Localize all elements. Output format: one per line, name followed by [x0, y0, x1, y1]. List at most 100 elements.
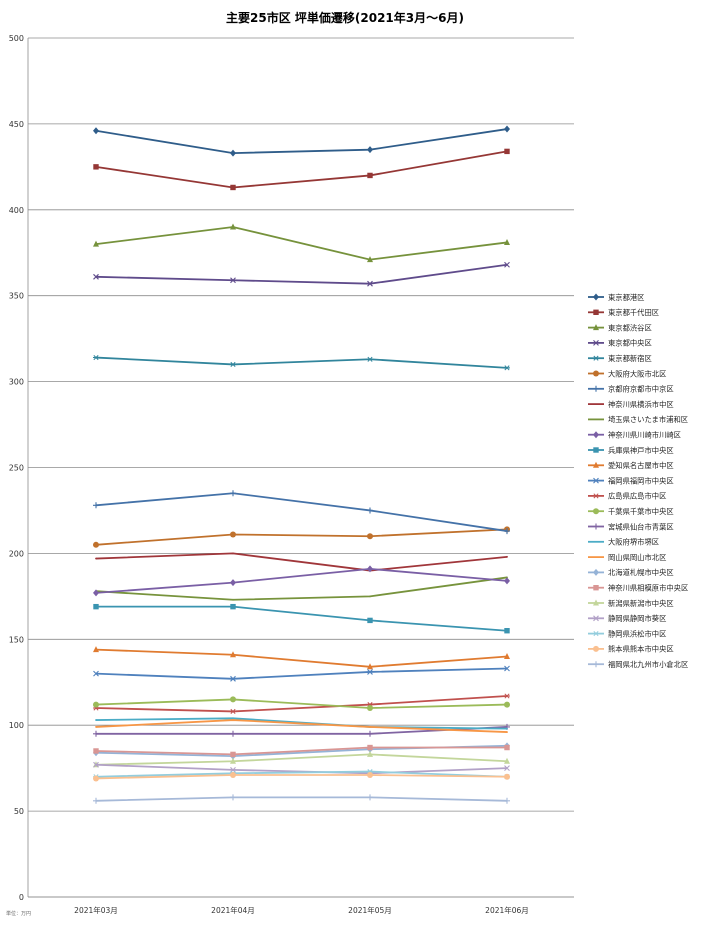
legend-item: 神奈川県川崎市川崎区 — [588, 431, 681, 440]
series-lines — [93, 125, 510, 804]
data-point — [93, 670, 99, 677]
legend-label: 福岡県福岡市中央区 — [608, 476, 674, 485]
data-point — [230, 579, 236, 587]
series-line — [95, 128, 508, 155]
legend-label: 東京都千代田区 — [608, 308, 659, 317]
data-point — [230, 675, 236, 682]
legend-marker — [593, 309, 599, 315]
legend-marker — [593, 340, 599, 346]
data-point — [504, 744, 510, 751]
y-tick-label: 300 — [9, 378, 24, 387]
series-24 — [93, 772, 510, 782]
legend-label: 千葉県千葉市中央区 — [608, 507, 674, 516]
data-point — [95, 557, 97, 560]
y-tick-label: 450 — [9, 120, 24, 129]
data-point — [367, 565, 373, 573]
data-point — [230, 772, 236, 779]
data-point — [504, 765, 510, 772]
data-point — [369, 726, 371, 728]
legend-label: 福岡県北九州市小倉北区 — [608, 660, 688, 669]
legend-label: 北海道札幌市中央区 — [608, 568, 674, 577]
data-point — [506, 555, 508, 558]
data-point — [367, 507, 373, 514]
data-point — [93, 164, 99, 170]
legend-label: 東京都新宿区 — [608, 354, 652, 363]
data-point — [93, 730, 99, 737]
legend-item: 東京都千代田区 — [588, 308, 659, 317]
legend-label: 埼玉県さいたま市浦和区 — [608, 415, 688, 424]
series-1 — [93, 125, 510, 157]
legend-item: 神奈川県相模原市中央区 — [588, 584, 688, 593]
data-point — [230, 149, 236, 157]
legend-item: 宮城県仙台市青葉区 — [588, 522, 674, 531]
data-point — [93, 589, 99, 597]
data-point — [367, 750, 373, 757]
data-point — [93, 797, 99, 804]
data-point — [232, 717, 234, 720]
legend-marker — [593, 585, 599, 591]
data-point — [506, 731, 508, 733]
legend-label: 熊本県熊本市中央区 — [608, 645, 674, 654]
legend-marker — [593, 645, 599, 652]
data-point — [504, 773, 510, 780]
legend-item: 福岡県福岡市中央区 — [588, 476, 674, 485]
legend-item: 熊本県熊本市中央区 — [588, 645, 674, 654]
series-line — [95, 796, 508, 802]
legend-label: 広島県広島市中区 — [608, 492, 666, 501]
unit-note: 単位：万円 — [6, 910, 31, 917]
series-line — [95, 698, 508, 709]
data-point — [93, 354, 99, 361]
legend-label: 神奈川県川崎市川崎区 — [608, 431, 681, 440]
series-5 — [93, 354, 510, 371]
y-tick-label: 500 — [9, 34, 24, 43]
legend-item: 静岡県浜松市中区 — [588, 629, 666, 638]
series-line — [95, 770, 508, 778]
legend-marker — [593, 447, 599, 453]
legend-label: 静岡県静岡市葵区 — [608, 614, 666, 623]
series-line — [95, 226, 508, 261]
data-point — [230, 751, 236, 758]
legend-marker — [593, 324, 599, 331]
series-line — [95, 719, 508, 733]
data-point — [504, 665, 510, 672]
legend: 東京都港区東京都千代田区東京都渋谷区東京都中央区東京都新宿区大阪府大阪市北区京都… — [588, 293, 688, 669]
series-line — [95, 746, 507, 756]
legend-item: 神奈川県横浜市中区 — [588, 400, 674, 409]
x-tick-label: 2021年03月 — [74, 905, 118, 915]
series-line — [95, 648, 508, 668]
data-point — [367, 663, 373, 670]
data-point — [232, 719, 234, 721]
legend-item: 新潟県新潟市中央区 — [588, 599, 674, 608]
legend-marker — [593, 661, 599, 668]
series-15 — [93, 696, 510, 712]
series-line — [95, 150, 508, 189]
series-3 — [93, 223, 510, 263]
x-tick-label: 2021年06月 — [485, 905, 529, 915]
legend-marker — [593, 431, 599, 439]
legend-label: 愛知県名古屋市中区 — [608, 461, 674, 470]
series-line — [95, 552, 508, 572]
data-point — [367, 533, 373, 540]
y-tick-label: 400 — [9, 206, 24, 215]
legend-item: 東京都中央区 — [588, 339, 652, 348]
legend-item: 大阪府大阪市北区 — [588, 369, 666, 378]
legend-marker — [593, 385, 599, 392]
data-point — [504, 528, 510, 535]
data-point — [93, 273, 99, 280]
data-point — [93, 701, 99, 708]
data-point — [230, 531, 236, 538]
legend-item: 福岡県北九州市小倉北区 — [588, 660, 688, 669]
data-point — [93, 127, 99, 135]
legend-item: 広島県広島市中区 — [588, 492, 666, 501]
legend-marker — [593, 461, 599, 468]
data-point — [504, 261, 510, 268]
legend-item: 東京都港区 — [588, 293, 644, 302]
legend-label: 京都府京都市中京区 — [608, 385, 674, 394]
series-line — [95, 528, 508, 546]
legend-label: 兵庫県神戸市中央区 — [608, 446, 674, 455]
series-line — [96, 605, 508, 632]
data-point — [232, 598, 234, 601]
legend-item: 兵庫県神戸市中央区 — [588, 446, 674, 455]
data-point — [232, 552, 234, 555]
